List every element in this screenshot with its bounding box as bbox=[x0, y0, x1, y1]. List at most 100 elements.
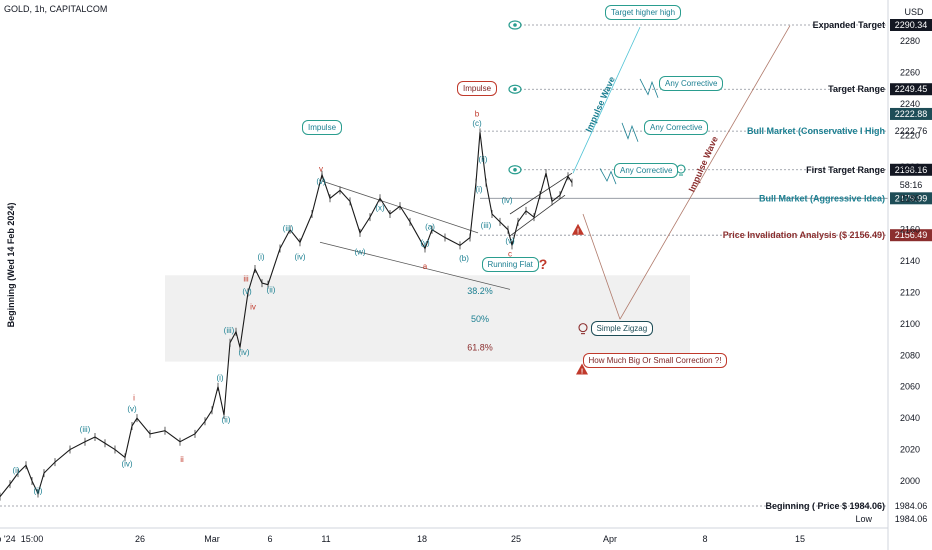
wave-label: (ii) bbox=[222, 416, 231, 425]
price-tag-value: 2198.16 bbox=[895, 165, 928, 175]
horizontal-levels-layer bbox=[0, 24, 888, 507]
wave-label: (iii) bbox=[80, 425, 91, 434]
wave-label: ii bbox=[180, 455, 184, 464]
price-tag-bg bbox=[890, 83, 932, 96]
wave-label: (i) bbox=[12, 466, 19, 475]
any-corrective-badge-2: Any Corrective bbox=[644, 120, 709, 136]
target-higher-high-badge: Target higher high bbox=[605, 5, 682, 21]
y-tick-label: 2260 bbox=[900, 68, 920, 78]
time-axis-layer: o '24 15:00 26 Mar 6 11 18 25 Apr 8 15 bbox=[0, 527, 888, 544]
impulse-badge-1: Impulse bbox=[302, 120, 343, 136]
price-tag-value: 2249.45 bbox=[895, 84, 928, 94]
wave-label: (i) bbox=[257, 252, 264, 261]
wave-label: (v) bbox=[127, 405, 137, 414]
eye-outline bbox=[508, 165, 522, 175]
wave-label: (iv) bbox=[294, 252, 305, 261]
fib-zone-layer: 38.2% 50% 61.8% bbox=[165, 275, 690, 362]
target-range-price-tag: 2249.45 bbox=[890, 83, 932, 96]
corrective-projection-up bbox=[619, 25, 791, 320]
price-tag-value: 2222.76 bbox=[895, 126, 928, 136]
expanded-target-label: Expanded Target bbox=[813, 20, 885, 30]
y-axis-title: Beginning (Wed 14 Feb 2024) bbox=[6, 203, 16, 328]
y-tick-label: 2100 bbox=[900, 319, 920, 329]
wave-label: b bbox=[475, 109, 480, 118]
wave-label: (w) bbox=[354, 248, 365, 257]
fib-level-label: 50% bbox=[471, 314, 489, 324]
wave-label: (iv) bbox=[501, 196, 512, 205]
question-icon: ? bbox=[539, 256, 548, 272]
first-target-range-label: First Target Range bbox=[806, 165, 885, 175]
price-tag-bg bbox=[890, 163, 932, 176]
target-range-label: Target Range bbox=[828, 84, 885, 94]
price-tag-bg bbox=[890, 178, 932, 191]
eye-pupil bbox=[513, 167, 517, 172]
warning-icon: ! bbox=[572, 223, 584, 236]
price-axis-layer: USD 2290.342249.452222.762198.162179.992… bbox=[855, 0, 932, 550]
y-tick-label: 2120 bbox=[900, 288, 920, 298]
bull-market-aggressive-label: Bull Market (Aggressive Idea) bbox=[759, 193, 885, 203]
price-layer bbox=[0, 128, 573, 501]
price-invalidation-label: Price Invalidation Analysis ($ 2156.49) bbox=[723, 230, 885, 240]
price-series-line bbox=[0, 132, 573, 498]
wave-label: (iii) bbox=[283, 224, 294, 233]
bull-market-conservative-price-tag: 2222.76 bbox=[895, 126, 928, 136]
y-tick-label: 2160 bbox=[900, 225, 920, 235]
wave-label: (i) bbox=[475, 185, 482, 194]
x-tick-label: 15 bbox=[795, 534, 805, 544]
bull-market-aggressive-price-tag: 2179.99 bbox=[890, 192, 932, 205]
impulse-wave-label-1: Impulse Wave bbox=[584, 75, 617, 134]
fib-level-label: 38.2% bbox=[467, 286, 493, 296]
impulse-wave-label-2: Impulse Wave bbox=[687, 135, 720, 194]
price-tag-value: 2222.88 bbox=[895, 109, 928, 119]
y-tick-label: 2220 bbox=[900, 130, 920, 140]
eye-icon bbox=[508, 20, 522, 30]
wave-label: iv bbox=[250, 303, 256, 312]
wave-label: (iv) bbox=[238, 348, 249, 357]
any-corrective-badge-3: Any Corrective bbox=[614, 162, 679, 178]
price-tag-bg bbox=[890, 500, 932, 512]
fib-retracement-zone bbox=[165, 275, 690, 362]
wave-label: (c) bbox=[472, 119, 482, 128]
y-tick-label: 2020 bbox=[900, 445, 920, 455]
corrective-scribble bbox=[621, 122, 639, 142]
flat-lower-channel bbox=[319, 241, 511, 290]
fib-level-label: 61.8% bbox=[467, 342, 493, 352]
correction-question-badge: How Much Big Or Small Correction ?! bbox=[582, 352, 728, 368]
price-tag-low: 1984.06 bbox=[890, 500, 932, 512]
eye-icon bbox=[508, 84, 522, 94]
price-axis-bg bbox=[888, 0, 932, 550]
eye-outline bbox=[508, 20, 522, 30]
wave-label: (iii) bbox=[481, 221, 492, 230]
price-invalidation-price-tag: 2156.49 bbox=[890, 229, 932, 242]
lightbulb-icon bbox=[578, 323, 588, 335]
annotation-text-layer: Expanded Target Target Range Bull Market (… bbox=[508, 20, 885, 511]
low-label: Low bbox=[855, 514, 872, 524]
y-tick-label: 2140 bbox=[900, 256, 920, 266]
x-tick-label: Mar bbox=[204, 534, 220, 544]
any-corrective-badge-1: Any Corrective bbox=[659, 76, 724, 92]
beginning-label: Beginning ( Price $ 1984.06) bbox=[765, 501, 885, 511]
price-tag-2222-88: 2222.88 bbox=[890, 107, 932, 120]
bulb-glass bbox=[578, 323, 588, 333]
price-tag-bg bbox=[890, 229, 932, 242]
warning-triangle bbox=[572, 223, 584, 235]
wave-labels-layer: (i)(ii)(iii)(iv)(v)iii(i)(ii)(iii)(iv)(v… bbox=[12, 109, 515, 495]
price-tag-value: 2290.34 bbox=[895, 20, 928, 30]
corrective-projection-down bbox=[582, 213, 621, 320]
x-tick-label: 11 bbox=[321, 534, 330, 544]
target-projection-path bbox=[572, 26, 641, 174]
corrective-scribble bbox=[599, 168, 617, 185]
y-tick-label: 2000 bbox=[900, 476, 920, 486]
x-tick-label: o '24 bbox=[0, 534, 16, 544]
x-tick-label: 8 bbox=[702, 534, 707, 544]
y-tick-label: 2180 bbox=[900, 193, 920, 203]
x-tick-label: 26 bbox=[135, 534, 145, 544]
wedge-upper-line bbox=[509, 172, 573, 215]
eye-pupil bbox=[513, 23, 517, 27]
y-tick-label: 2240 bbox=[900, 99, 920, 109]
wave-label: (b) bbox=[459, 254, 469, 263]
warning-triangle bbox=[576, 363, 588, 375]
wave-label: (iii) bbox=[224, 326, 235, 335]
eye-outline bbox=[508, 84, 522, 94]
